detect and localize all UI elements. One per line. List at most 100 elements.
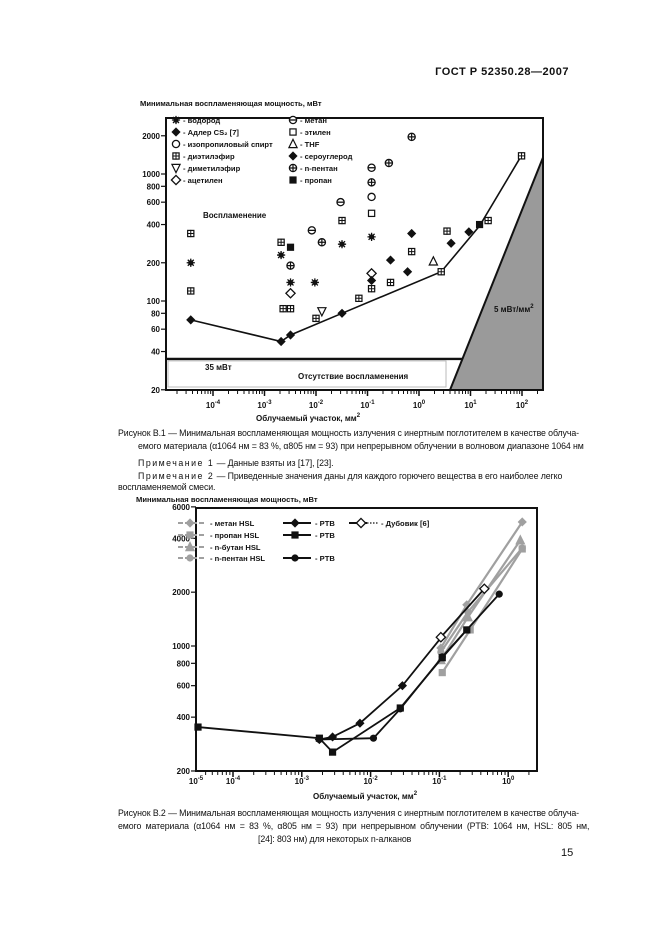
series-5 [284,267,378,299]
plus-part [385,159,393,167]
plus-part [279,305,287,313]
data-point-circle [369,734,378,742]
y-tick-label: 2000 [172,588,190,597]
data-point-square-plus [279,304,287,313]
legend-item: - водород [171,115,220,125]
plus-part [408,247,416,256]
x-tick-label: 100 [502,776,515,786]
legend-label: - диэтилэфир [183,152,235,161]
series-11 [286,220,484,251]
plus-part [318,238,326,246]
y-tick-label: 1000 [142,170,160,179]
density-label: 5 мВт/мм2 [494,304,534,314]
series-10 [286,132,416,270]
y-tick-label: 20 [151,386,160,395]
plus-part [355,294,363,302]
series-line [439,521,524,649]
data-point-square-plus [484,216,492,225]
data-point-square-plus [517,152,526,160]
note2-label: Примечание 2 [138,471,215,481]
y-tick-label: 400 [177,713,191,722]
data-point-asterisk [186,258,195,267]
data-point-asterisk [367,232,376,241]
legend-label: - PTB [315,554,335,563]
plus-part [386,278,395,287]
legend-label: - n-пентан [300,164,338,173]
data-point-diamond [517,517,527,527]
data-point-square-plus [443,227,451,235]
legend-item: - метан [288,115,327,125]
series-7 [435,583,490,643]
x-tick-label: 10-3 [295,776,310,786]
legend-item: - Адлер CS₂ [7] [171,127,239,137]
legend-symbol-circle-minus [288,115,298,125]
data-point-diamond [355,718,365,728]
legend-item: - ацетилен [170,174,223,186]
series-3 [437,544,526,656]
plus-part [286,261,295,270]
standard-header: ГОСТ Р 52350.28—2007 [435,66,569,78]
y-tick-label: 600 [147,198,161,207]
legend-symbol-square [291,531,299,539]
rays [276,250,286,260]
legend-symbol-diamond [171,127,181,137]
rays [367,232,376,241]
data-point-circle-plus [367,178,376,187]
legend-symbol-square [289,176,297,184]
data-point-diamond [366,275,377,286]
legend-symbol-diamond-open [170,174,182,186]
data-point-asterisk [276,250,286,260]
figure1-caption-line2: емого материала (α1064 нм = 83 %, α805 н… [138,441,584,451]
x-tick-label: 10-5 [189,776,204,786]
no-ignition-box [167,360,447,388]
figure2-caption-line1: Рисунок В.2 — Минимальная воспламеняющая… [118,808,579,818]
data-point-square-plus [367,284,376,293]
series-3 [187,152,526,323]
series-2 [435,534,526,665]
data-point-square-plus [286,304,295,313]
legend-item: - PTB [283,531,335,540]
legend-label: - диметилэфир [183,164,241,173]
data-point-square [328,748,337,756]
plus-part [517,152,526,160]
plus-part [484,216,492,225]
y-tick-label: 1000 [172,642,190,651]
legend-item: - диэтилэфир [172,152,235,161]
data-point-circle [518,544,526,552]
data-point-square-plus [386,278,395,287]
legend-item: - n-бутан HSL [178,541,261,552]
data-point-diamond-open [284,287,297,299]
legend-label: - THF [300,140,320,149]
series-6 [307,163,376,235]
legend-symbol-circle-open [171,139,181,149]
series-0 [436,517,527,653]
data-point-diamond [402,267,413,277]
data-point-square-plus [407,247,416,256]
data-point-triangle-down [316,307,327,318]
legend-label: - Адлер CS₂ [7] [183,128,239,137]
legend-item: - n-пентан HSL [178,554,265,563]
series-7 [367,209,376,218]
data-point-circle-plus [407,132,416,142]
plus-part [277,238,285,246]
y-tick-label: 600 [177,682,191,691]
data-point-diamond-open [435,631,447,643]
y-tick-label: 400 [147,221,161,230]
series-2 [367,192,376,202]
series-line [319,593,500,741]
data-point-circle-plus [286,261,295,270]
series-line [439,539,522,661]
y-tick-label: 6000 [172,503,190,512]
figure1-caption-line1: Рисунок В.1 — Минимальная воспламеняющая… [118,428,579,438]
threshold-line [449,157,544,391]
x-tick-label: 102 [516,400,529,410]
x-tick-label: 10-2 [363,776,378,786]
plus-part [338,216,346,225]
legend-label: - n-бутан HSL [210,543,261,552]
series-0 [186,232,376,287]
legend-label: - водород [183,116,220,125]
legend-item: - метан HSL [178,518,255,528]
series-4 [316,307,327,318]
